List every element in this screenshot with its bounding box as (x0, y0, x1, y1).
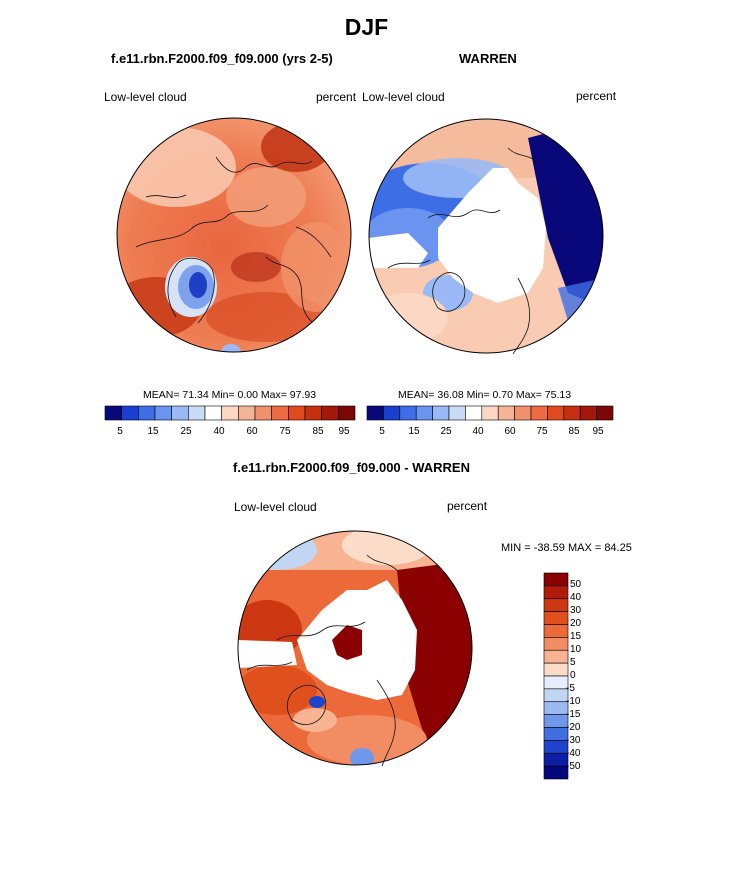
diff-colorbar-tick: -40 (566, 748, 581, 759)
colorbar-swatch (171, 405, 189, 421)
left-colorbar-tick: 15 (147, 426, 159, 437)
left-colorbar-tick: 85 (312, 426, 324, 437)
colorbar-swatch (547, 405, 565, 421)
right-panel-case-title: WARREN (459, 51, 517, 66)
colorbar-swatch (543, 740, 569, 754)
colorbar-swatch (543, 714, 569, 728)
colorbar-swatch (543, 637, 569, 651)
colorbar-swatch (543, 572, 569, 587)
left-colorbar (104, 405, 356, 421)
right-colorbar-tick: 75 (536, 426, 548, 437)
colorbar-swatch (543, 662, 569, 677)
left-panel-case-title: f.e11.rbn.F2000.f09_f09.000 (yrs 2-5) (111, 51, 333, 66)
left-panel-stats: MEAN= 71.34 Min= 0.00 Max= 97.93 (143, 389, 317, 401)
colorbar-swatch (579, 405, 597, 421)
colorbar-swatch (497, 405, 515, 421)
left-polar-map (116, 117, 352, 353)
diff-polar-map (237, 530, 473, 767)
colorbar-swatch (138, 405, 156, 421)
left-colorbar-tick: 5 (117, 426, 123, 437)
colorbar-swatch (321, 405, 339, 421)
diff-colorbar-tick: -30 (566, 735, 581, 746)
colorbar-swatch (304, 405, 322, 421)
left-colorbar-tick: 60 (246, 426, 258, 437)
right-colorbar-tick: 95 (592, 426, 604, 437)
right-panel-units-label: percent (576, 89, 617, 103)
right-colorbar-tick: 15 (408, 426, 420, 437)
left-colorbar-tick: 25 (180, 426, 192, 437)
left-colorbar-tick: 95 (338, 426, 350, 437)
right-colorbar-tick: 85 (568, 426, 580, 437)
diff-colorbar-tick: -20 (566, 722, 581, 733)
right-colorbar-tick: 60 (504, 426, 516, 437)
figure-title: DJF (344, 14, 389, 40)
diff-colorbar (543, 572, 569, 780)
diff-panel-minmax: MIN = -38.59 MAX = 84.25 (501, 542, 632, 554)
diff-colorbar-tick: 30 (570, 605, 582, 616)
colorbar-swatch (221, 405, 239, 421)
colorbar-swatch (543, 649, 569, 664)
colorbar-swatch (288, 405, 306, 421)
colorbar-swatch (543, 675, 569, 690)
left-panel-units-label: percent (316, 90, 357, 104)
colorbar-swatch (415, 405, 433, 421)
colorbar-swatch (543, 688, 569, 703)
colorbar-swatch (121, 405, 139, 421)
colorbar-swatch (543, 701, 569, 715)
colorbar-swatch (432, 405, 450, 421)
diff-colorbar-tick: -5 (566, 683, 575, 694)
colorbar-swatch (543, 765, 569, 780)
colorbar-swatch (543, 752, 569, 767)
diff-panel-variable-label: Low-level cloud (234, 500, 317, 514)
left-colorbar-tick: 75 (279, 426, 291, 437)
colorbar-swatch (366, 405, 384, 421)
colorbar-swatch (399, 405, 417, 421)
right-colorbar-tick: 40 (472, 426, 484, 437)
colorbar-swatch (271, 405, 289, 421)
diff-colorbar-tick: 15 (570, 631, 582, 642)
colorbar-swatch (530, 405, 548, 421)
left-panel-variable-label: Low-level cloud (104, 90, 187, 104)
colorbar-swatch (596, 405, 614, 421)
right-panel-stats: MEAN= 36.08 Min= 0.70 Max= 75.13 (398, 389, 572, 401)
diff-colorbar-tick: 5 (570, 657, 576, 668)
diff-colorbar-tick: 0 (570, 670, 576, 681)
right-panel-variable-label: Low-level cloud (362, 90, 445, 104)
diff-colorbar-tick: -50 (566, 761, 581, 772)
colorbar-swatch (238, 405, 256, 421)
colorbar-swatch (543, 624, 569, 638)
colorbar-swatch (204, 405, 222, 421)
colorbar-swatch (465, 405, 483, 421)
diff-colorbar-tick: 40 (570, 592, 582, 603)
diff-colorbar-tick: -10 (566, 696, 581, 707)
left-colorbar-tick: 40 (213, 426, 225, 437)
diff-panel-units-label: percent (447, 499, 488, 513)
colorbar-swatch (448, 405, 466, 421)
diff-colorbar-tick: 10 (570, 644, 582, 655)
colorbar-swatch (481, 405, 499, 421)
colorbar-swatch (254, 405, 272, 421)
diff-colorbar-tick: -15 (566, 709, 581, 720)
colorbar-swatch (188, 405, 206, 421)
diff-colorbar-tick: 20 (570, 618, 582, 629)
colorbar-swatch (543, 727, 569, 741)
colorbar-swatch (514, 405, 532, 421)
right-polar-map (368, 118, 604, 355)
colorbar-swatch (563, 405, 581, 421)
right-colorbar-tick: 5 (379, 426, 385, 437)
colorbar-swatch (543, 585, 569, 600)
diff-panel-case-title: f.e11.rbn.F2000.f09_f09.000 - WARREN (233, 460, 470, 475)
colorbar-swatch (104, 405, 122, 421)
right-colorbar (366, 405, 614, 421)
colorbar-swatch (154, 405, 172, 421)
diff-colorbar-tick: 50 (570, 579, 582, 590)
colorbar-swatch (543, 611, 569, 625)
colorbar-swatch (338, 405, 356, 421)
right-colorbar-tick: 25 (440, 426, 452, 437)
colorbar-swatch (383, 405, 401, 421)
colorbar-swatch (543, 598, 569, 612)
